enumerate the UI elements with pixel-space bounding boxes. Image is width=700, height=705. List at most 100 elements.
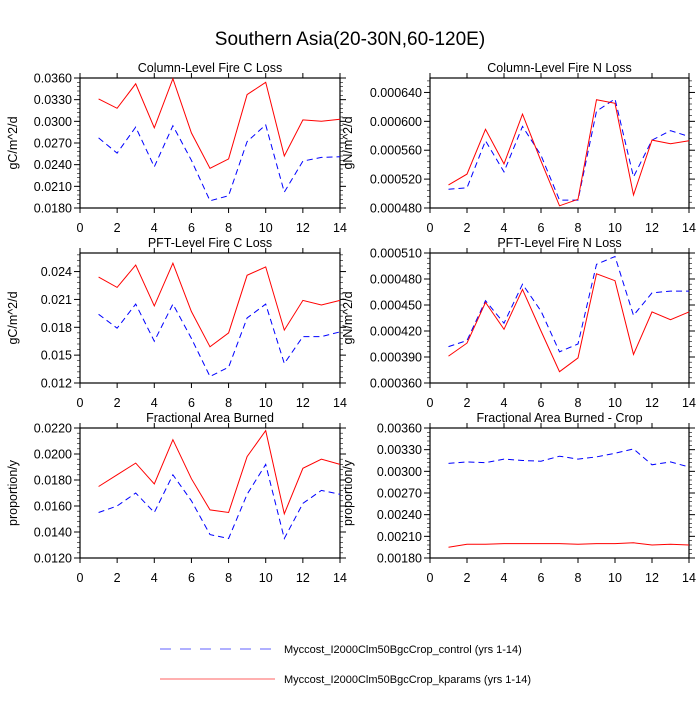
x-tick-label: 14: [682, 396, 696, 410]
y-tick-label: 0.000480: [370, 273, 422, 287]
x-tick-label: 6: [188, 221, 195, 235]
panel-5: Fractional Area Burned proportion/y 0 2 4 6 8 1…: [6, 411, 347, 585]
y-tick-label: 0.00210: [377, 530, 422, 544]
y-tick-label: 0.0200: [34, 448, 72, 462]
series-control-line: [98, 123, 341, 202]
y-axis-label: proportion/y: [341, 459, 355, 526]
x-tick-label: 10: [259, 571, 273, 585]
panel-4: PFT-Level Fire N Loss gN/m^2/d 0 2 4 6 8 10 12 14…: [341, 236, 696, 410]
x-tick-label: 10: [608, 571, 622, 585]
y-tick-label: 0.000420: [370, 325, 422, 339]
x-tick-label: 4: [501, 396, 508, 410]
panel-6: Fractional Area Burned - Crop proportion/…: [341, 411, 696, 585]
plot-frame: [79, 77, 341, 209]
x-tick-label: 0: [427, 571, 434, 585]
x-tick-label: 14: [333, 396, 347, 410]
x-tick-label: 0: [77, 571, 84, 585]
y-tick-label: 0.024: [41, 265, 72, 279]
main-title: Southern Asia(20-30N,60-120E): [215, 29, 485, 50]
series-control-line: [448, 98, 690, 201]
y-axis-label: proportion/y: [6, 459, 20, 526]
x-tick-label: 12: [645, 221, 659, 235]
x-tick-label: 6: [538, 396, 545, 410]
x-tick-label: 14: [333, 571, 347, 585]
x-tick-label: 8: [575, 221, 582, 235]
y-tick-label: 0.018: [41, 321, 72, 335]
x-tick-label: 14: [682, 571, 696, 585]
y-tick-label: 0.0330: [34, 93, 72, 107]
plot-frame: [79, 427, 341, 559]
x-tick-label: 4: [151, 571, 158, 585]
x-tick-label: 14: [333, 221, 347, 235]
x-tick-label: 0: [427, 221, 434, 235]
y-tick-label: 0.00240: [377, 508, 422, 522]
y-tick-label: 0.00330: [377, 443, 422, 457]
y-tick-label: 0.000360: [370, 377, 422, 391]
y-tick-label: 0.0220: [34, 422, 72, 436]
plot-frame: [79, 252, 341, 384]
y-tick-label: 0.0120: [34, 552, 72, 566]
x-tick-label: 12: [296, 571, 310, 585]
y-axis-label: gC/m^2/d: [6, 291, 20, 344]
y-tick-label: 0.000390: [370, 351, 422, 365]
x-tick-label: 2: [464, 396, 471, 410]
x-tick-label: 8: [225, 396, 232, 410]
y-tick-label: 0.0300: [34, 115, 72, 129]
x-tick-label: 12: [296, 396, 310, 410]
x-tick-label: 12: [645, 396, 659, 410]
y-tick-label: 0.012: [41, 377, 72, 391]
series-kparams-line: [98, 429, 341, 516]
x-tick-label: 10: [259, 221, 273, 235]
series-control-line: [98, 303, 341, 378]
y-axis-label: gC/m^2/d: [6, 116, 20, 169]
y-tick-label: 0.000450: [370, 299, 422, 313]
y-tick-label: 0.000510: [370, 247, 422, 261]
panel-title: Fractional Area Burned - Crop: [476, 411, 642, 425]
panel-3: PFT-Level Fire C Loss gC/m^2/d 0 2 4 6 8 10 12 14…: [6, 236, 347, 410]
y-tick-label: 0.0180: [34, 202, 72, 216]
legend: Myccost_I2000Clm50BgcCrop_control (yrs 1…: [160, 644, 531, 686]
plot-frame: [429, 427, 690, 559]
x-tick-label: 2: [114, 571, 121, 585]
series-kparams-line: [98, 261, 341, 348]
x-tick-label: 2: [114, 396, 121, 410]
legend-label-kparams: Myccost_I2000Clm50BgcCrop_kparams (yrs 1…: [284, 674, 531, 686]
series-control-line: [448, 255, 689, 353]
x-tick-label: 8: [575, 571, 582, 585]
x-tick-label: 10: [608, 396, 622, 410]
y-tick-label: 0.0240: [34, 158, 72, 172]
x-tick-label: 6: [538, 221, 545, 235]
series-kparams-line: [448, 273, 690, 373]
x-tick-label: 8: [225, 571, 232, 585]
x-tick-label: 6: [188, 571, 195, 585]
x-tick-label: 0: [427, 396, 434, 410]
y-axis-label: gN/m^2/d: [341, 291, 355, 344]
y-tick-label: 0.0160: [34, 500, 72, 514]
panel-title: Column-Level Fire C Loss: [138, 61, 283, 75]
plot-frame: [429, 77, 690, 209]
panel-title: PFT-Level Fire C Loss: [148, 236, 272, 250]
y-tick-label: 0.00180: [377, 552, 422, 566]
x-tick-label: 8: [225, 221, 232, 235]
series-kparams-line: [448, 542, 690, 548]
x-tick-label: 10: [608, 221, 622, 235]
x-tick-label: 12: [645, 571, 659, 585]
panel-1: Column-Level Fire C Loss gC/m^2/d 0 2 4 6 8 10 1…: [6, 61, 347, 235]
y-axis-label: gN/m^2/d: [341, 116, 355, 169]
x-tick-label: 8: [575, 396, 582, 410]
x-tick-label: 2: [114, 221, 121, 235]
y-tick-label: 0.0360: [34, 72, 72, 86]
x-tick-label: 4: [151, 221, 158, 235]
y-tick-label: 0.000520: [370, 173, 422, 187]
x-tick-label: 10: [259, 396, 273, 410]
x-tick-label: 4: [151, 396, 158, 410]
x-tick-label: 4: [501, 571, 508, 585]
series-kparams-line: [98, 77, 341, 169]
x-tick-label: 12: [296, 221, 310, 235]
y-tick-label: 0.000480: [370, 202, 422, 216]
legend-label-control: Myccost_I2000Clm50BgcCrop_control (yrs 1…: [284, 644, 522, 656]
x-tick-label: 14: [682, 221, 696, 235]
series-control-line: [98, 463, 341, 540]
series-kparams-line: [448, 99, 690, 207]
